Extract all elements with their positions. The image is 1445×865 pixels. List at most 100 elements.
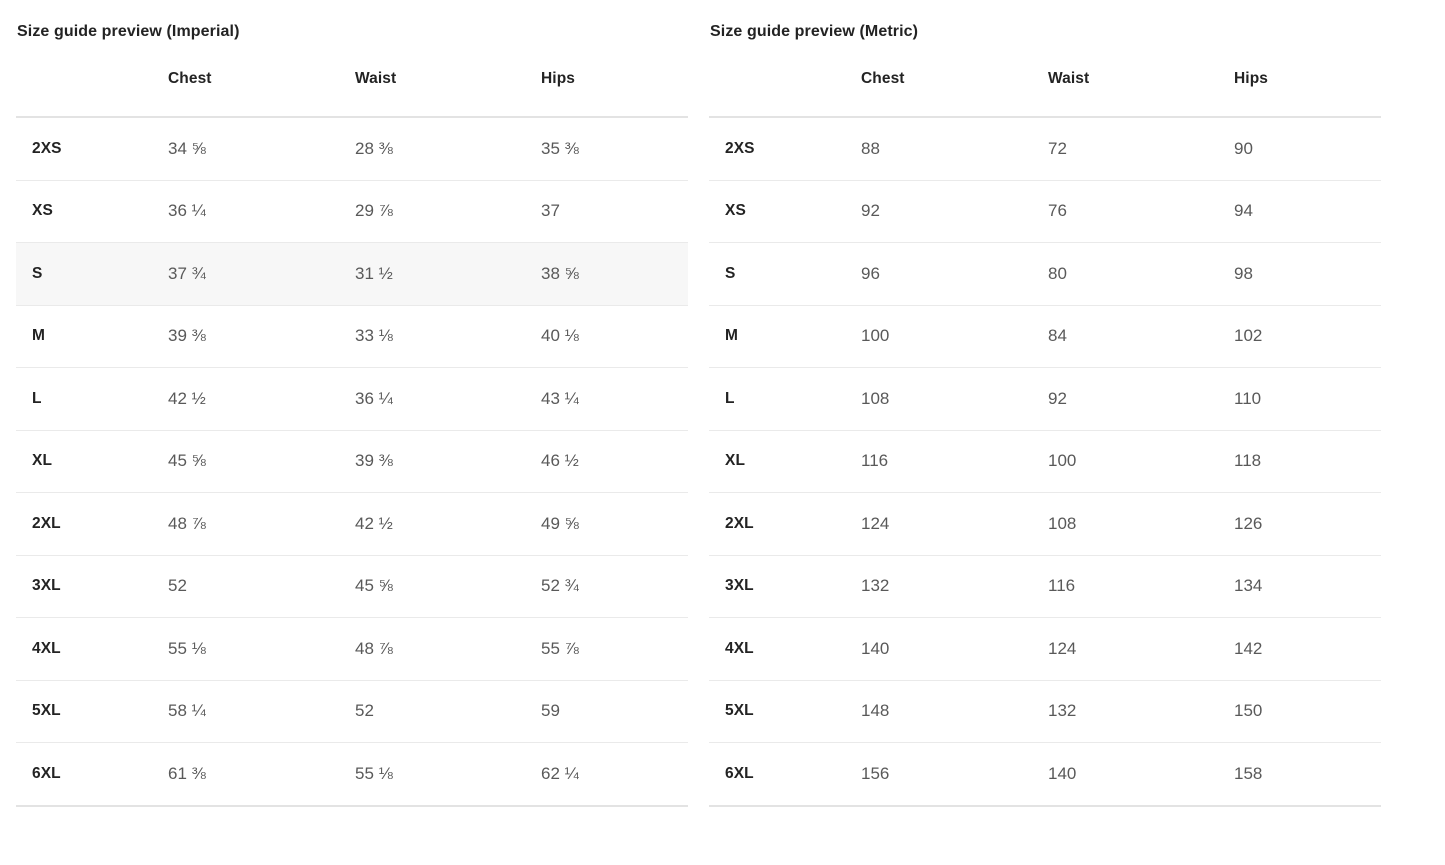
hips-cell: 40 ⅛: [541, 305, 688, 368]
waist-cell: 116: [1048, 555, 1234, 618]
table-row: L 108 92 110: [709, 367, 1381, 431]
hips-cell: 46 ½: [541, 430, 688, 493]
table-row: XL 45 ⅝ 39 ⅜ 46 ½: [16, 430, 688, 493]
size-cell: 2XL: [16, 492, 168, 556]
table-row: 2XS 88 72 90: [709, 117, 1381, 181]
chest-cell: 34 ⅝: [168, 117, 355, 181]
waist-cell: 124: [1048, 617, 1234, 681]
waist-cell: 52: [355, 680, 541, 743]
size-guide-metric-section: Size guide preview (Metric) Chest Waist …: [709, 0, 1381, 807]
table-row: S 37 ¾ 31 ½ 38 ⅝: [16, 242, 688, 306]
chest-cell: 100: [861, 305, 1048, 368]
waist-cell: 29 ⅞: [355, 180, 541, 243]
chest-cell: 96: [861, 242, 1048, 306]
size-cell: 2XL: [709, 492, 861, 556]
hips-cell: 35 ⅜: [541, 117, 688, 181]
table-row: XL 116 100 118: [709, 430, 1381, 493]
hips-cell: 90: [1234, 117, 1381, 181]
hips-cell: 52 ¾: [541, 555, 688, 618]
table-row: 2XS 34 ⅝ 28 ⅜ 35 ⅜: [16, 117, 688, 181]
waist-cell: 42 ½: [355, 492, 541, 556]
waist-cell: 28 ⅜: [355, 117, 541, 181]
metric-header-row: Chest Waist Hips: [709, 41, 1381, 118]
chest-cell: 55 ⅛: [168, 617, 355, 681]
size-cell: L: [709, 367, 861, 431]
size-cell: 2XS: [16, 117, 168, 181]
table-row: M 100 84 102: [709, 305, 1381, 368]
hips-cell: 142: [1234, 617, 1381, 681]
hips-cell: 98: [1234, 242, 1381, 306]
chest-cell: 42 ½: [168, 367, 355, 431]
size-cell: 4XL: [709, 617, 861, 681]
size-cell: 5XL: [16, 680, 168, 743]
hips-column-header: Hips: [541, 41, 688, 118]
waist-cell: 48 ⅞: [355, 617, 541, 681]
hips-cell: 94: [1234, 180, 1381, 243]
table-row: 6XL 61 ⅜ 55 ⅛ 62 ¼: [16, 742, 688, 807]
metric-table-body: 2XS 88 72 90 XS 92 76 94 S 96 80 98 M 100 84 102 L 108 92 1…: [709, 117, 1381, 807]
waist-cell: 31 ½: [355, 242, 541, 306]
hips-cell: 49 ⅝: [541, 492, 688, 556]
table-row: S 96 80 98: [709, 242, 1381, 306]
chest-cell: 36 ¼: [168, 180, 355, 243]
metric-table-title: Size guide preview (Metric): [710, 23, 919, 40]
waist-cell: 76: [1048, 180, 1234, 243]
waist-cell: 92: [1048, 367, 1234, 431]
waist-cell: 84: [1048, 305, 1234, 368]
table-row: M 39 ⅜ 33 ⅛ 40 ⅛: [16, 305, 688, 368]
size-column-header: [709, 41, 861, 118]
chest-cell: 58 ¼: [168, 680, 355, 743]
size-cell: S: [16, 242, 168, 306]
size-guide-imperial-section: Size guide preview (Imperial) Chest Wais…: [16, 0, 688, 807]
size-cell: XS: [16, 180, 168, 243]
size-cell: 2XS: [709, 117, 861, 181]
imperial-table-title: Size guide preview (Imperial): [17, 23, 240, 40]
hips-cell: 59: [541, 680, 688, 743]
chest-cell: 116: [861, 430, 1048, 493]
chest-cell: 124: [861, 492, 1048, 556]
chest-cell: 48 ⅞: [168, 492, 355, 556]
chest-cell: 92: [861, 180, 1048, 243]
table-row: 4XL 140 124 142: [709, 617, 1381, 681]
imperial-size-table: Chest Waist Hips 2XS 34 ⅝ 28 ⅜ 35 ⅜ XS 36 ¼ 29…: [16, 41, 688, 807]
table-row: 3XL 52 45 ⅝ 52 ¾: [16, 555, 688, 618]
chest-cell: 39 ⅜: [168, 305, 355, 368]
chest-column-header: Chest: [168, 41, 355, 118]
table-row: XS 36 ¼ 29 ⅞ 37: [16, 180, 688, 243]
waist-cell: 39 ⅜: [355, 430, 541, 493]
size-cell: M: [709, 305, 861, 368]
size-cell: 3XL: [709, 555, 861, 618]
metric-size-table: Chest Waist Hips 2XS 88 72 90 XS 92 76 94 S 96 80 9…: [709, 41, 1381, 807]
chest-cell: 156: [861, 742, 1048, 807]
waist-cell: 108: [1048, 492, 1234, 556]
size-cell: 4XL: [16, 617, 168, 681]
chest-cell: 108: [861, 367, 1048, 431]
hips-cell: 118: [1234, 430, 1381, 493]
table-row: 3XL 132 116 134: [709, 555, 1381, 618]
hips-cell: 62 ¼: [541, 742, 688, 807]
size-cell: M: [16, 305, 168, 368]
table-row: L 42 ½ 36 ¼ 43 ¼: [16, 367, 688, 431]
chest-cell: 148: [861, 680, 1048, 743]
waist-cell: 45 ⅝: [355, 555, 541, 618]
table-row: 5XL 58 ¼ 52 59: [16, 680, 688, 743]
size-cell: S: [709, 242, 861, 306]
hips-cell: 102: [1234, 305, 1381, 368]
hips-cell: 110: [1234, 367, 1381, 431]
hips-cell: 134: [1234, 555, 1381, 618]
waist-cell: 80: [1048, 242, 1234, 306]
hips-cell: 38 ⅝: [541, 242, 688, 306]
chest-cell: 45 ⅝: [168, 430, 355, 493]
size-cell: 6XL: [709, 742, 861, 807]
waist-cell: 33 ⅛: [355, 305, 541, 368]
table-row: 4XL 55 ⅛ 48 ⅞ 55 ⅞: [16, 617, 688, 681]
chest-cell: 61 ⅜: [168, 742, 355, 807]
table-row: 5XL 148 132 150: [709, 680, 1381, 743]
size-cell: XS: [709, 180, 861, 243]
size-cell: XL: [709, 430, 861, 493]
waist-cell: 140: [1048, 742, 1234, 807]
size-cell: XL: [16, 430, 168, 493]
imperial-header-row: Chest Waist Hips: [16, 41, 688, 118]
chest-cell: 140: [861, 617, 1048, 681]
